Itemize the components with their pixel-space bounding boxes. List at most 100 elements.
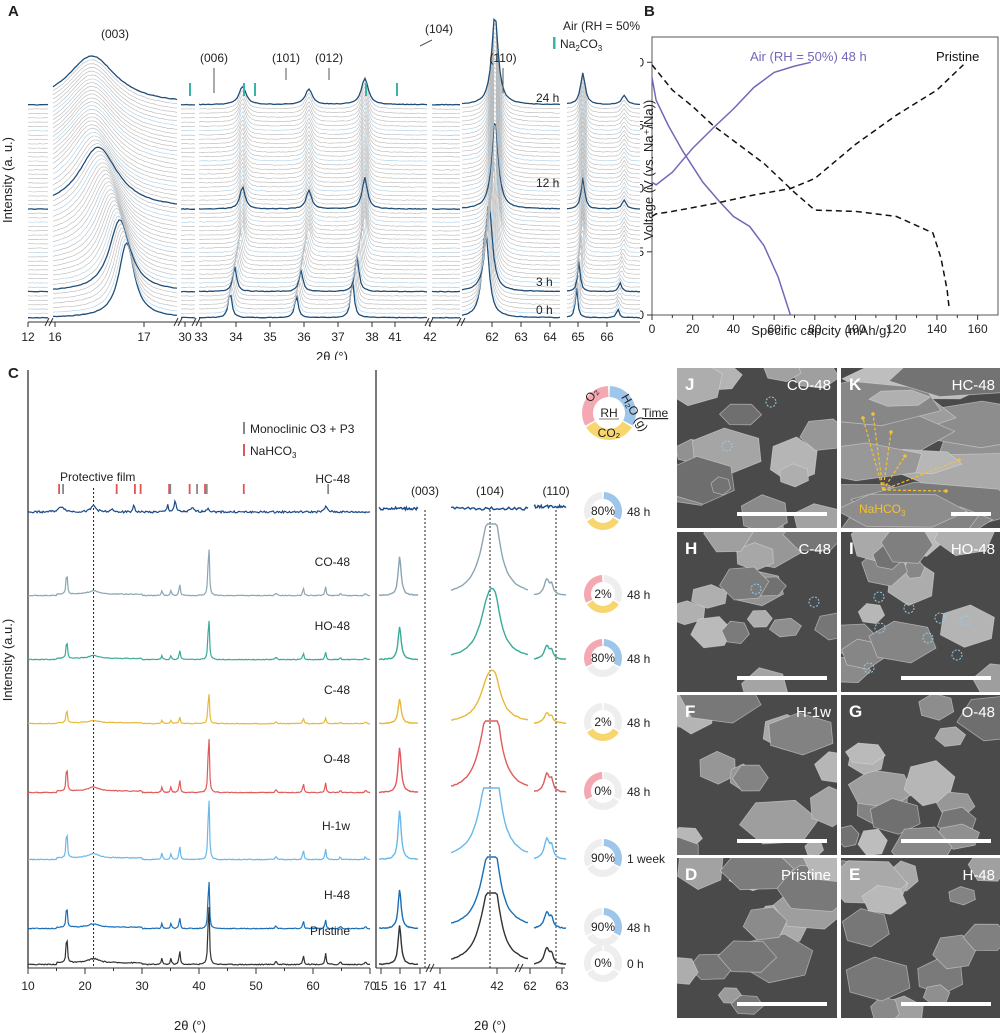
a-trace — [198, 205, 428, 240]
c-right-spectrum-pristine — [450, 892, 529, 960]
a-trace — [461, 221, 561, 310]
sem-crystal — [967, 858, 1000, 882]
a-trace — [52, 166, 178, 227]
a-trace — [198, 215, 428, 249]
a-trace — [566, 81, 640, 114]
a-trace — [52, 185, 178, 249]
a-trace — [27, 134, 49, 136]
sem-crystal — [703, 532, 754, 553]
a-trace — [431, 217, 461, 219]
a-trace — [198, 181, 428, 214]
a-trace — [180, 169, 196, 171]
sem-crystal — [814, 751, 837, 783]
a-na2co3-marker — [396, 83, 398, 96]
a-trace — [431, 316, 461, 319]
sem-sample-label: Pristine — [781, 867, 831, 884]
a-trace — [461, 217, 561, 306]
a-peak-label: (110) — [489, 51, 516, 65]
c-right-spectrum-co-48 — [378, 556, 419, 597]
b-y-tick-label: 3.5 — [640, 118, 644, 132]
a-trace — [27, 251, 48, 254]
c-right-x-tick-label: 16 — [393, 979, 407, 993]
c-right-spectrum-ho-48 — [450, 587, 529, 656]
a-trace — [27, 273, 49, 275]
a-trace — [27, 247, 49, 249]
a-x-tick-label: 34 — [229, 330, 243, 344]
a-trace — [461, 70, 561, 158]
c-donut-time-label: 48 h — [627, 588, 650, 602]
a-trace — [566, 279, 640, 306]
c-donut-rh-label: 80% — [591, 504, 615, 518]
a-trace — [28, 169, 49, 171]
b-y-tick-label: 2.0 — [640, 308, 644, 322]
c-right-spectrum-h-48 — [533, 910, 567, 930]
c-protective-film-label: Protective film — [60, 470, 135, 484]
a-trace — [566, 151, 640, 184]
a-trace — [198, 243, 428, 280]
c-donut-time-label: 48 h — [627, 716, 650, 730]
a-x-tick-label: 62 — [485, 330, 499, 344]
a-trace — [52, 101, 178, 151]
a-trace — [431, 299, 461, 301]
a-trace — [52, 223, 178, 294]
a-trace — [27, 286, 49, 288]
c-sample-label: O-48 — [323, 752, 350, 766]
a-trace — [461, 153, 561, 240]
c-donut-time-label: 48 h — [627, 505, 650, 519]
a-trace — [461, 57, 561, 144]
c-donut-segment-co2 — [587, 864, 619, 877]
a-trace — [566, 90, 640, 123]
c-donut-segment-h2o — [603, 575, 623, 603]
a-trace — [52, 196, 178, 262]
a-trace — [180, 199, 195, 201]
a-trace — [461, 192, 561, 284]
sem-crystal — [799, 418, 837, 451]
a-trace — [461, 106, 561, 192]
c-right-axis-break — [514, 963, 524, 973]
a-trace — [180, 304, 196, 306]
a-trace — [52, 238, 178, 313]
a-trace — [52, 113, 178, 165]
a-trace — [180, 217, 196, 219]
a-trace — [198, 276, 428, 310]
sem-product-marker — [863, 662, 875, 674]
c-donut-segment-o2 — [584, 908, 603, 936]
c-donut-segment-co2 — [587, 797, 619, 810]
a-trace — [431, 169, 461, 171]
a-trace — [566, 112, 640, 144]
a-trace — [27, 177, 49, 180]
a-trace — [199, 185, 427, 219]
sem-panel-g: G O-48 — [841, 695, 1000, 855]
a-x-tick-label: 16 — [48, 330, 62, 344]
a-trace — [27, 304, 49, 306]
c-left-x-tick-label: 10 — [21, 979, 35, 993]
c-right-peak-label: (110) — [542, 484, 569, 498]
sem-crystal — [718, 403, 763, 426]
a-trace — [461, 157, 560, 244]
a-trace — [199, 106, 428, 136]
a-trace — [461, 191, 561, 279]
a-trace — [28, 230, 49, 232]
c-right-spectrum-o-48 — [378, 747, 419, 794]
a-trace — [52, 230, 178, 304]
a-trace — [180, 151, 196, 154]
c-sample-label: C-48 — [324, 683, 350, 697]
a-trace — [28, 160, 49, 162]
c-donut-segment-h2o — [603, 492, 622, 520]
a-trace — [52, 85, 178, 134]
a-trace — [566, 216, 640, 249]
a-trace — [27, 260, 49, 262]
c-right-spectrum-c-48 — [378, 698, 419, 725]
a-trace — [52, 135, 178, 191]
c-donut-time-label: 48 h — [627, 921, 650, 935]
sem-scale-bar — [901, 1002, 991, 1006]
sem-crystal — [948, 886, 976, 906]
a-trace — [199, 197, 428, 232]
a-trace — [431, 182, 460, 184]
sem-panel-letter: I — [849, 539, 854, 558]
a-trace — [432, 264, 461, 267]
sem-crystal — [869, 798, 921, 835]
c-left-x-tick-label: 50 — [249, 979, 263, 993]
b-curve-air-charge — [651, 61, 811, 186]
